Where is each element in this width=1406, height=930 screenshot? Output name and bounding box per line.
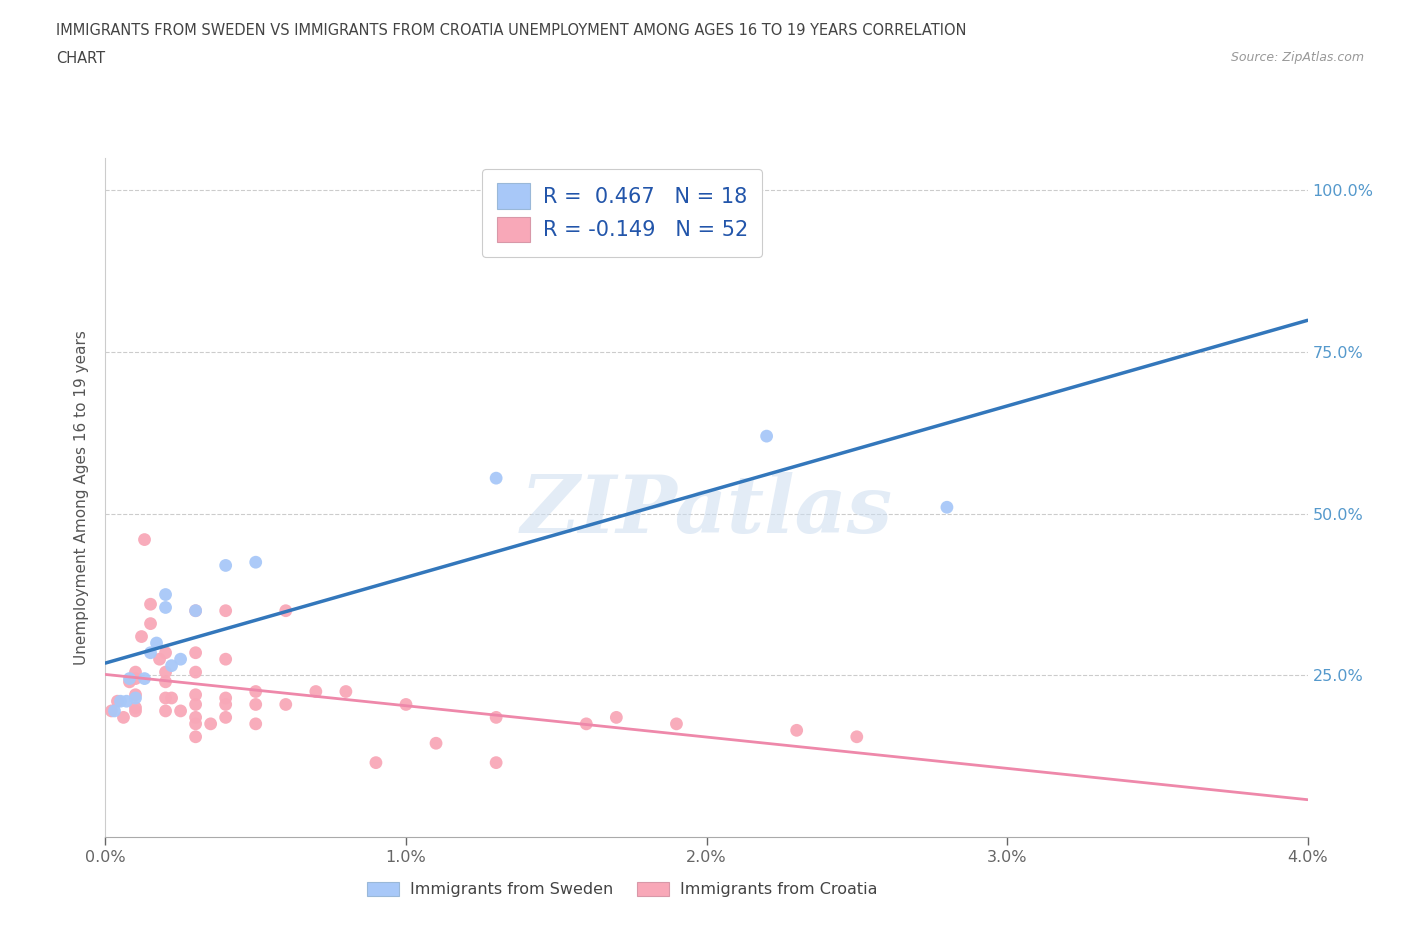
Point [274,604,297,618]
Point [103,703,125,718]
Text: CHART: CHART [56,51,105,66]
Legend: Immigrants from Sweden, Immigrants from Croatia: Immigrants from Sweden, Immigrants from … [360,875,884,904]
Point [425,736,447,751]
Text: ZIPatlas: ZIPatlas [520,472,893,550]
Point [936,499,959,514]
Point [155,600,177,615]
Point [155,674,177,689]
Point [485,471,508,485]
Point [184,729,207,744]
Point [115,694,138,709]
Point [485,710,508,724]
Point [124,691,146,706]
Text: Source: ZipAtlas.com: Source: ZipAtlas.com [1230,51,1364,64]
Point [155,703,177,718]
Point [245,555,267,570]
Point [139,645,162,660]
Point [274,697,297,711]
Point [184,716,207,731]
Point [124,665,146,680]
Point [155,645,177,660]
Text: IMMIGRANTS FROM SWEDEN VS IMMIGRANTS FROM CROATIA UNEMPLOYMENT AMONG AGES 16 TO : IMMIGRANTS FROM SWEDEN VS IMMIGRANTS FRO… [56,23,967,38]
Y-axis label: Unemployment Among Ages 16 to 19 years: Unemployment Among Ages 16 to 19 years [75,330,90,665]
Point [134,671,156,686]
Point [160,658,183,673]
Point [305,684,328,699]
Point [214,604,236,618]
Point [110,694,132,709]
Point [755,429,778,444]
Point [575,716,598,731]
Point [112,710,135,724]
Point [245,716,267,731]
Point [184,697,207,711]
Point [200,716,222,731]
Point [665,716,688,731]
Point [124,671,146,686]
Point [155,691,177,706]
Point [139,617,162,631]
Point [148,652,170,667]
Point [214,558,236,573]
Point [118,671,141,686]
Point [155,587,177,602]
Point [145,635,167,650]
Point [214,652,236,667]
Point [155,665,177,680]
Point [169,703,191,718]
Point [184,645,207,660]
Point [184,604,207,618]
Point [100,703,122,718]
Point [118,674,141,689]
Point [845,729,868,744]
Point [160,691,183,706]
Point [786,723,808,737]
Point [214,691,236,706]
Point [139,597,162,612]
Point [184,710,207,724]
Point [124,703,146,718]
Point [184,687,207,702]
Point [245,684,267,699]
Point [335,684,357,699]
Point [395,697,418,711]
Point [364,755,387,770]
Point [134,532,156,547]
Point [184,604,207,618]
Point [214,710,236,724]
Point [107,694,129,709]
Point [245,697,267,711]
Point [131,629,153,644]
Point [485,755,508,770]
Point [124,687,146,702]
Point [184,665,207,680]
Point [124,700,146,715]
Point [605,710,627,724]
Point [214,697,236,711]
Point [169,652,191,667]
